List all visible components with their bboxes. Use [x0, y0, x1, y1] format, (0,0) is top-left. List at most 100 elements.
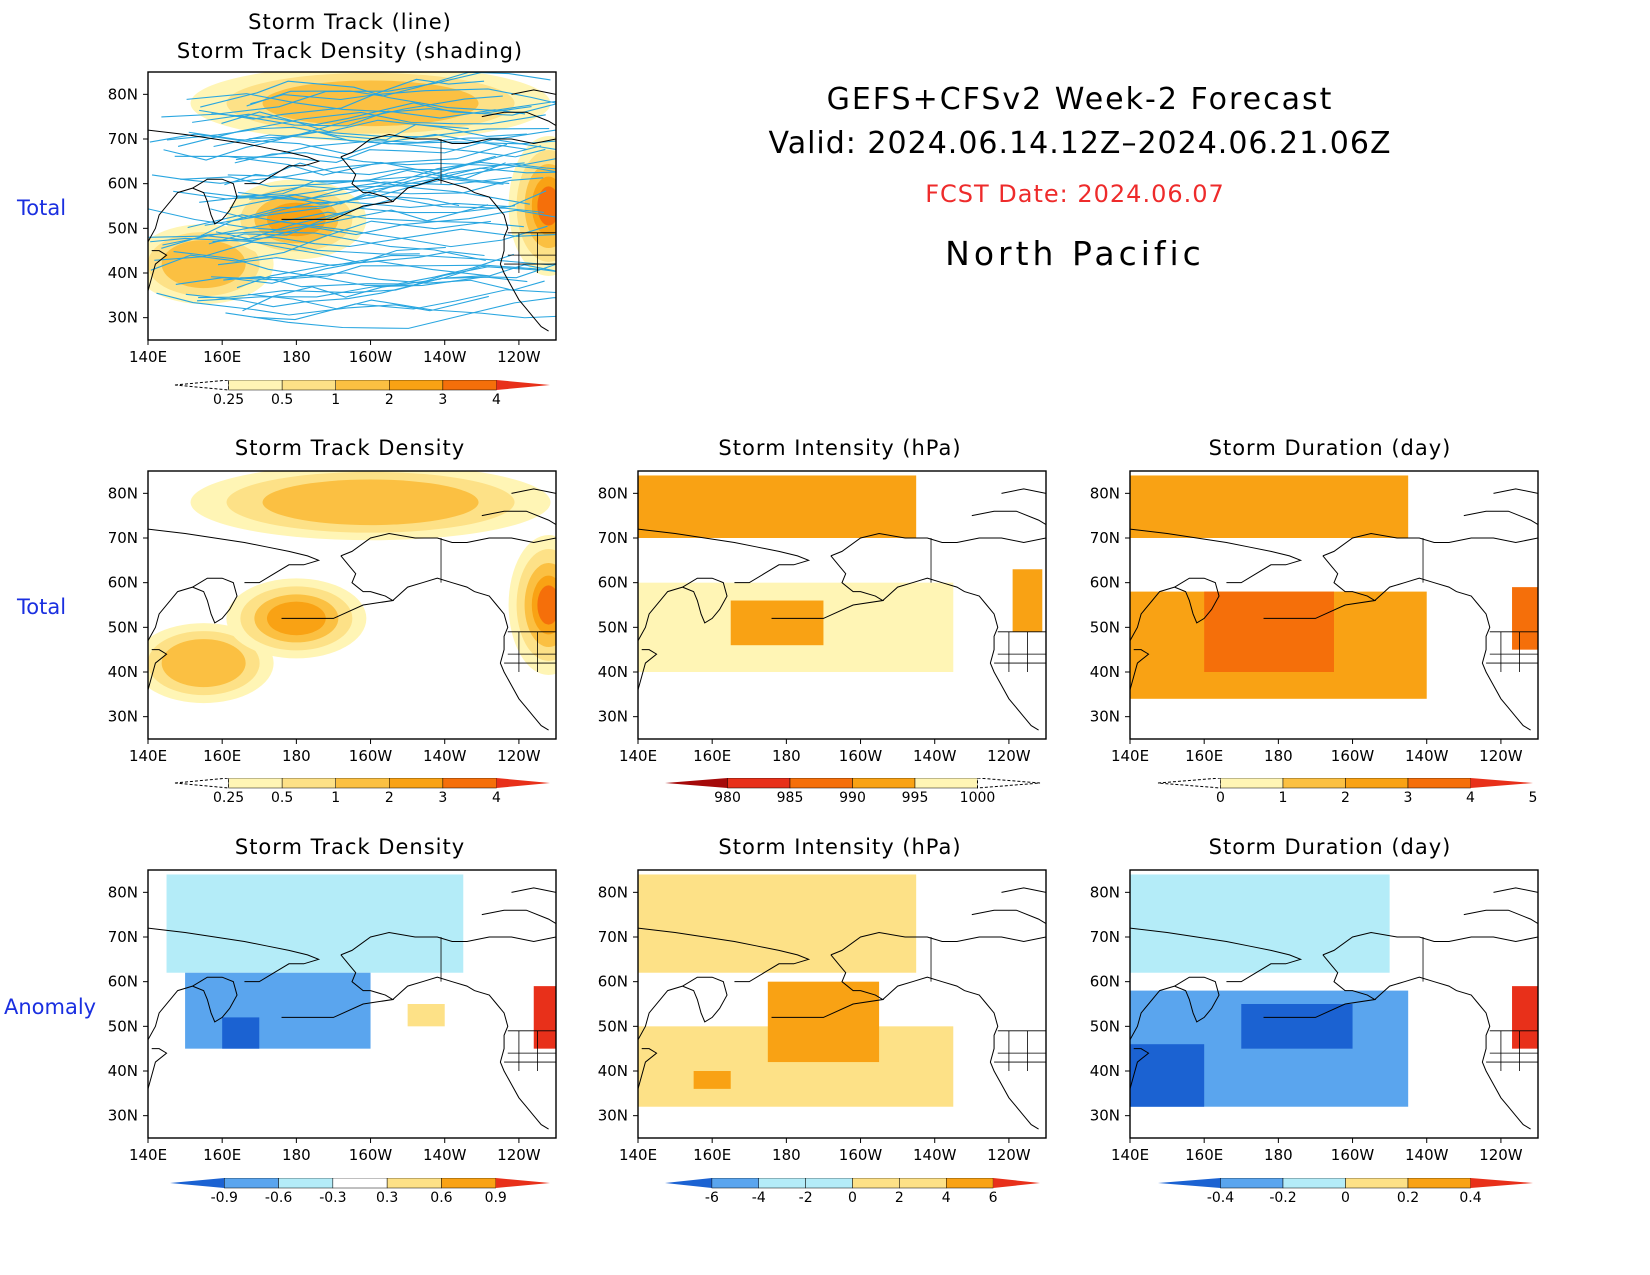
p3-colorbar-label: 2 — [1341, 790, 1350, 806]
p2-colorbar-label: 995 — [902, 790, 929, 806]
p2-x-tick-label: 180 — [772, 747, 801, 765]
p1-y-tick-label: 60N — [108, 574, 138, 592]
p3-x-tick-label: 160W — [1331, 747, 1375, 765]
p4-coastline — [392, 976, 549, 1130]
storm-track-line — [223, 138, 556, 163]
p3-grid-region-2 — [1204, 591, 1334, 672]
p3-colorbar-label: 0 — [1216, 790, 1225, 806]
p0-x-tick-label: 160W — [349, 348, 393, 366]
p1-density-blob-0 — [262, 479, 479, 526]
p1-colorbar-label: 1 — [331, 790, 340, 806]
storm-track-line — [236, 161, 556, 201]
p4-grid-region-0 — [166, 874, 464, 973]
p0-colorbar-swatch — [496, 380, 550, 390]
storm-track-line — [200, 80, 556, 111]
p1-colorbar-swatch — [496, 778, 550, 788]
row-label-total-2: Total — [17, 595, 67, 619]
p3-coastline — [1130, 577, 1220, 641]
p0-coastline — [392, 178, 549, 332]
p4-coastline — [148, 976, 238, 1040]
p5-coastline — [638, 1048, 658, 1090]
p2-grid-region-3 — [1012, 569, 1043, 632]
p4-grid-region-2 — [222, 1017, 260, 1049]
p1-coastline — [392, 577, 549, 731]
p6-grid-region-4 — [1512, 986, 1538, 1049]
p6-x-tick-label: 160E — [1185, 1146, 1223, 1164]
p0-colorbar-swatch — [174, 380, 230, 391]
storm-track-line — [221, 111, 527, 137]
p6-y-tick-label: 70N — [1090, 928, 1120, 946]
p6-y-tick-label: 80N — [1090, 883, 1120, 901]
p1-x-tick-label: 160E — [203, 747, 241, 765]
panel5-title: Storm Intensity (hPa) — [718, 835, 962, 859]
p6-grid-region-2 — [1130, 1044, 1205, 1107]
p4-coastline — [148, 1048, 168, 1090]
p0-colorbar-swatch — [389, 380, 444, 391]
p6-y-tick-label: 60N — [1090, 973, 1120, 991]
p3-y-tick-label: 40N — [1090, 663, 1120, 681]
p4-x-tick-label: 140W — [423, 1146, 467, 1164]
p1-colorbar-label: 0.25 — [213, 790, 244, 806]
p0-colorbar: 0.25 0.5 1 2 3 4 — [174, 380, 550, 408]
storm-track-line — [149, 128, 550, 144]
forecast-title-line2: Valid: 2024.06.14.12Z–2024.06.21.06Z — [768, 126, 1392, 161]
p2-y-tick-label: 60N — [598, 574, 628, 592]
p2-coastline — [882, 577, 1039, 731]
p4-y-tick-label: 80N — [108, 883, 138, 901]
storm-track-line — [253, 289, 556, 321]
p0-coastline — [148, 129, 321, 185]
p0-colorbar-swatch — [228, 380, 283, 391]
panel1-title: Storm Track Density — [234, 436, 466, 460]
p0-y-tick-label: 30N — [108, 309, 138, 327]
p6-colorbar: -0.4 -0.2 0 0.2 0.4 — [1158, 1178, 1533, 1206]
p5-y-tick-label: 70N — [598, 928, 628, 946]
p2-coastline — [638, 528, 811, 584]
p4-x-tick-label: 160E — [203, 1146, 241, 1164]
panel0-title2: Storm Track Density (shading) — [176, 39, 524, 63]
p6-y-tick-label: 30N — [1090, 1107, 1120, 1125]
p0-colorbar-label: 3 — [438, 392, 447, 408]
p3-grid-region-0 — [1130, 475, 1409, 538]
p1-coastline — [148, 528, 321, 584]
p2-x-tick-label: 160E — [693, 747, 731, 765]
p2-colorbar-swatch — [914, 778, 978, 789]
p4-colorbar-swatch — [495, 1178, 550, 1188]
p4-y-tick-label: 60N — [108, 973, 138, 991]
p0-colorbar-swatch — [335, 380, 390, 391]
storm-track-line — [148, 194, 460, 238]
p1-coastline — [340, 533, 556, 557]
p4-colorbar-swatch — [224, 1178, 279, 1189]
p0-x-tick-label: 180 — [282, 348, 311, 366]
storm-track-line — [249, 158, 556, 205]
p0-colorbar-swatch — [281, 380, 336, 391]
p0-x-tick-label: 120W — [497, 348, 541, 366]
p6-y-tick-label: 50N — [1090, 1017, 1120, 1035]
p2-x-tick-label: 160W — [839, 747, 883, 765]
p1-y-tick-label: 50N — [108, 618, 138, 636]
p1-x-tick-label: 160W — [349, 747, 393, 765]
p3-coastline — [1374, 577, 1531, 731]
p6-coastline — [1493, 887, 1538, 893]
p1-coastline — [148, 649, 168, 691]
p1-x-tick-label: 120W — [497, 747, 541, 765]
p0-colorbar-label: 4 — [492, 392, 501, 408]
storm-track-line — [161, 72, 486, 118]
p5-colorbar-swatch — [993, 1178, 1040, 1188]
p1-density-blob-1 — [161, 639, 246, 688]
row-label-total-1: Total — [17, 196, 67, 220]
p1-y-tick-label: 30N — [108, 708, 138, 726]
p3-x-tick-label: 160E — [1185, 747, 1223, 765]
p5-colorbar-swatch — [899, 1178, 947, 1189]
p6-colorbar-label: 0 — [1341, 1190, 1350, 1206]
p2-colorbar-swatch — [852, 778, 916, 789]
p6-y-tick-label: 40N — [1090, 1062, 1120, 1080]
p5-colorbar-swatch — [805, 1178, 853, 1189]
fcst-date: FCST Date: 2024.06.07 — [925, 180, 1225, 208]
p5-grid-region-0 — [638, 874, 917, 973]
storm-track-line — [248, 293, 556, 319]
p2-colorbar-swatch — [977, 778, 1041, 789]
p4-colorbar-label: 0.3 — [376, 1190, 398, 1206]
p3-coastline — [1322, 533, 1538, 557]
storm-track-line — [151, 143, 508, 184]
p0-coastline — [511, 89, 556, 95]
